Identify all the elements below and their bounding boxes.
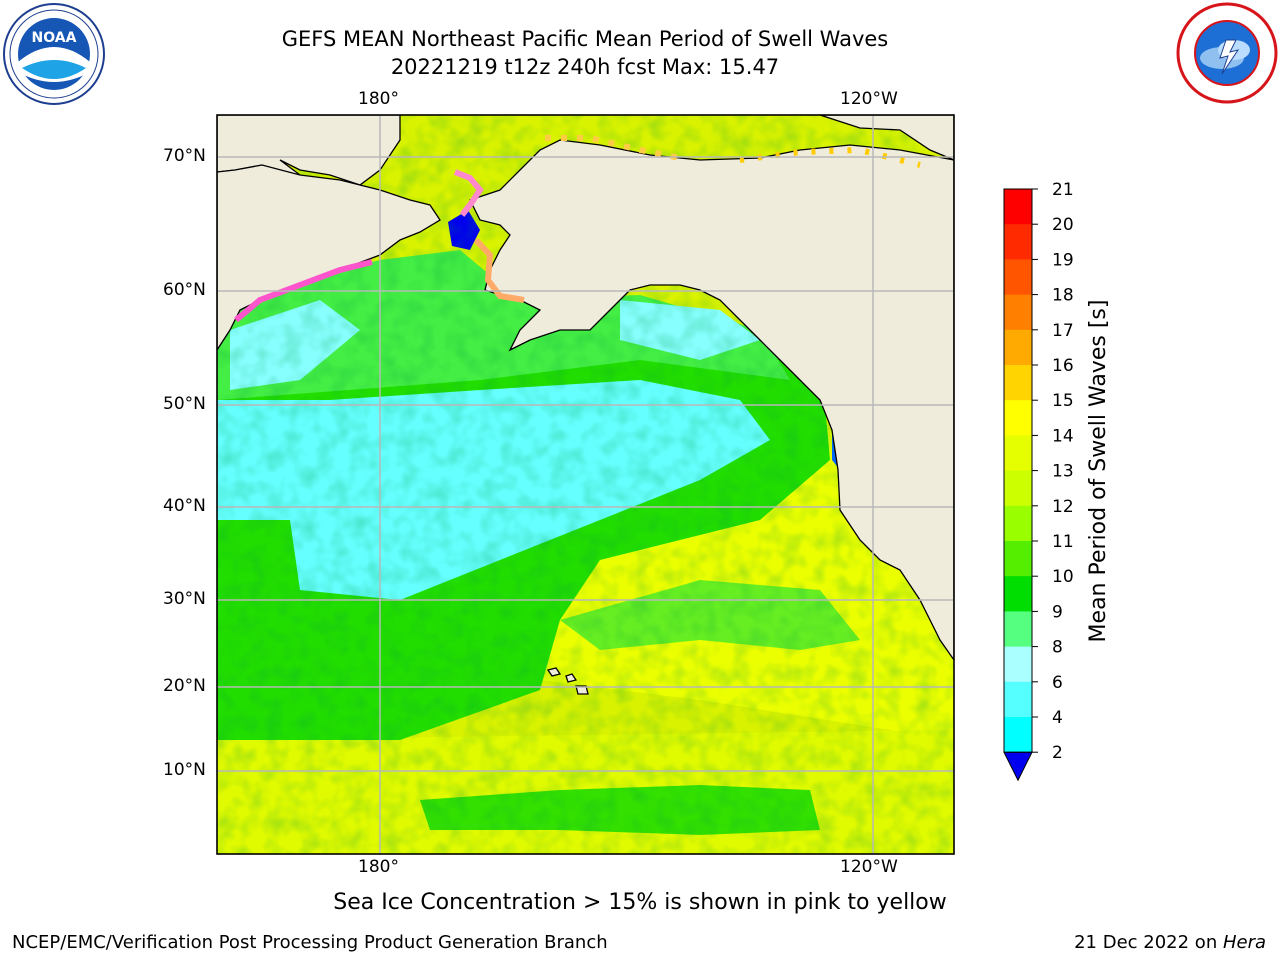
sea-ice-note: Sea Ice Concentration > 15% is shown in … xyxy=(333,890,947,915)
footer-date: 21 Dec 2022 on Hera xyxy=(1074,932,1266,953)
lat-label-40n: 40°N xyxy=(163,496,206,516)
colorbar-band xyxy=(1004,329,1032,366)
footer-date-text: 21 Dec 2022 on xyxy=(1074,932,1223,953)
lat-label-30n: 30°N xyxy=(163,589,206,609)
colorbar-band xyxy=(1004,576,1032,612)
colorbar-tick-label: 16 xyxy=(1052,356,1074,376)
colorbar-band xyxy=(1004,365,1032,401)
colorbar-band xyxy=(1004,717,1032,753)
lon-label-top-180: 180° xyxy=(358,89,399,109)
colorbar-tick-label: 10 xyxy=(1052,567,1074,587)
colorbar-band xyxy=(1004,646,1032,683)
colorbar-label: Mean Period of Swell Waves [s] xyxy=(1086,300,1111,643)
colorbar-band xyxy=(1004,189,1032,225)
colorbar-band xyxy=(1004,400,1032,436)
graticule xyxy=(217,115,954,854)
footer-host: Hera xyxy=(1222,932,1266,953)
colorbar-extend-arrow xyxy=(1003,751,1033,782)
colorbar-tick-label: 12 xyxy=(1052,497,1074,517)
lat-label-10n: 10°N xyxy=(163,760,206,780)
colorbar-tick-label: 4 xyxy=(1052,708,1063,728)
lat-label-60n: 60°N xyxy=(163,280,206,300)
sea-ice-fringe xyxy=(234,135,921,323)
colorbar-tick-label: 9 xyxy=(1052,602,1063,622)
colorbar-band xyxy=(1004,470,1032,507)
colorbar-band xyxy=(1004,435,1032,472)
colorbar-band xyxy=(1004,259,1032,296)
lon-label-top-120w: 120°W xyxy=(840,89,898,109)
noaa-logo-icon: NOAA xyxy=(2,2,106,106)
map-subtitle: 20221219 t12z 240h fcst Max: 15.47 xyxy=(390,55,780,79)
colorbar-band xyxy=(1004,541,1032,577)
footer-credit: NCEP/EMC/Verification Post Processing Pr… xyxy=(12,932,608,953)
colorbar-band xyxy=(1004,681,1032,718)
colorbar-band xyxy=(1004,611,1032,648)
colorbar-tick-label: 2 xyxy=(1052,743,1063,763)
lon-label-bottom-180: 180° xyxy=(358,857,399,877)
lat-label-20n: 20°N xyxy=(163,676,206,696)
colorbar-tick-label: 21 xyxy=(1052,180,1074,200)
lat-label-70n: 70°N xyxy=(163,146,206,166)
colorbar-tick-label: 6 xyxy=(1052,673,1063,693)
lon-label-bottom-120w: 120°W xyxy=(840,857,898,877)
national-weather-service-logo-icon xyxy=(1176,2,1278,104)
colorbar-tick-label: 15 xyxy=(1052,391,1074,411)
colorbar: 21 20 19 18 17 16 15 14 13 12 11 10 9 8 6 4 2 xyxy=(1003,180,1074,782)
colorbar-tick-label: 17 xyxy=(1052,321,1074,341)
colorbar-tick-label: 11 xyxy=(1052,532,1074,552)
map-panel xyxy=(217,115,954,854)
colorbar-tick-label: 20 xyxy=(1052,215,1074,235)
noaa-logo-text: NOAA xyxy=(32,30,77,46)
map-title: GEFS MEAN Northeast Pacific Mean Period … xyxy=(281,27,889,51)
land-masses xyxy=(217,115,954,695)
colorbar-band xyxy=(1004,294,1032,331)
colorbar-tick-label: 14 xyxy=(1052,426,1074,446)
colorbar-tick-label: 8 xyxy=(1052,638,1063,658)
colorbar-tick-label: 13 xyxy=(1052,462,1074,482)
colorbar-tick-label: 18 xyxy=(1052,286,1074,306)
colorbar-band xyxy=(1004,505,1032,542)
colorbar-band xyxy=(1004,224,1032,260)
map-frame xyxy=(216,114,955,855)
colorbar-tick-label: 19 xyxy=(1052,250,1074,270)
lat-label-50n: 50°N xyxy=(163,394,206,414)
